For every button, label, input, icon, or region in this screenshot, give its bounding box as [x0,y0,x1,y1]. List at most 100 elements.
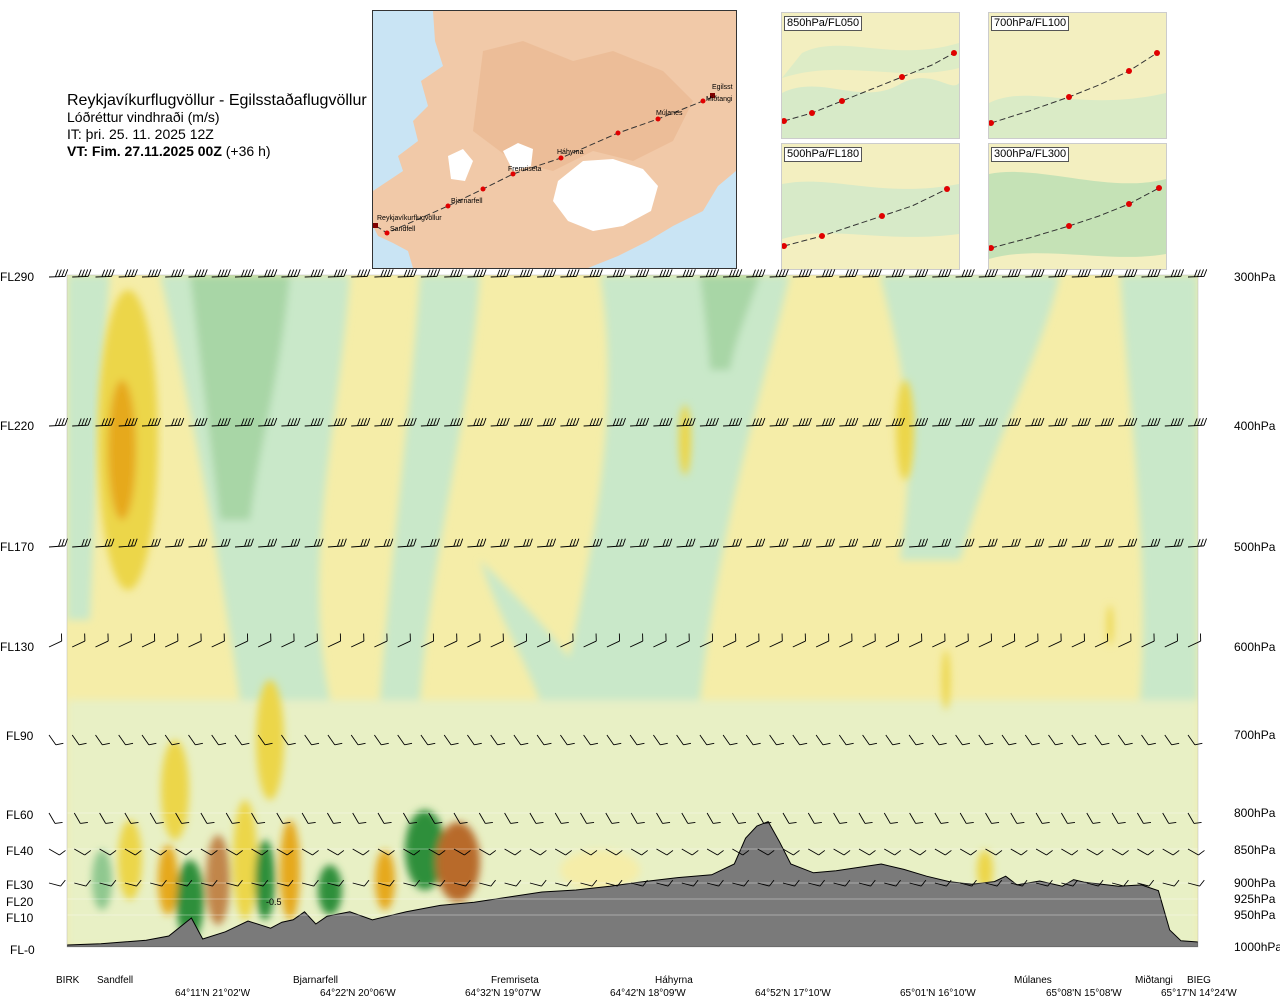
right-level-700: 700hPa [1234,728,1276,742]
inset-700-label: 700hPa/FL100 [991,16,1070,31]
wind-barb-fl40 [301,848,319,856]
wind-barb-fl290 [374,269,394,278]
wind-barb-fl30 [631,879,648,887]
wind-barb-fl290 [792,269,812,278]
wind-barb-fl90 [606,734,622,746]
cell-11 [118,820,142,900]
wind-barb-fl170 [420,538,440,548]
wind-barb-fl220 [630,417,650,427]
wind-barb-fl170 [862,538,882,548]
wind-barb-fl290 [118,269,138,278]
wind-barb-fl220 [234,417,255,427]
wind-barb-fl220 [1001,417,1022,427]
map-marker-bieg [710,93,715,98]
coord-1: 64°11'N 21°02'W [175,988,251,999]
wind-barb-fl40 [656,848,674,856]
wind-barb-fl130 [1025,633,1039,648]
wind-barb-fl130 [1048,633,1062,648]
wind-barb-fl130 [118,633,132,648]
wind-barb-fl170 [118,538,138,548]
inset-500: 500hPa/FL180 [781,143,960,270]
wind-barb-fl290 [420,269,441,278]
wind-barb-fl60 [352,812,367,824]
wind-barb-fl290 [1118,269,1138,278]
map-glacier-langjokull [448,149,473,181]
wind-barb-fl30 [884,879,901,887]
wind-barb-fl30 [1162,879,1180,887]
wind-barb-fl30 [327,879,345,887]
wind-barb-fl30 [555,879,572,887]
wind-barb-fl90 [1164,734,1180,746]
wind-barb-fl30 [1035,879,1053,887]
wind-barb-fl40 [1111,848,1129,856]
wind-barb-fl60 [1137,812,1152,824]
left-level-fl130: FL130 [0,640,35,654]
left-level-fl0: FL-0 [10,943,35,957]
wind-barb-fl170 [513,538,533,548]
wind-barb-fl130 [583,633,597,648]
wind-barb-fl220 [490,417,510,427]
right-level-800: 800hPa [1234,806,1276,820]
wind-barb-fl30 [757,879,775,887]
wind-barb-fl130 [234,633,249,648]
left-level-fl170: FL170 [0,540,35,554]
wind-barb-fl170 [1187,538,1207,548]
wind-barb-fl40 [479,848,497,856]
wind-barb-fl170 [327,538,347,548]
wind-barb-fl220 [467,417,487,427]
wind-barb-fl40 [200,848,218,856]
wind-barb-fl220 [165,417,185,427]
wind-barb-fl220 [1025,417,1045,427]
wind-barb-fl40 [1035,848,1053,856]
map-station-markers [384,98,706,236]
map-label-midtangi: Miðtangi [706,95,733,103]
low-level-cells [92,380,1113,940]
cell-1 [176,860,204,940]
wind-barb-fl170 [932,538,952,548]
wind-barb-fl220 [420,417,440,427]
wind-barb-fl130 [792,633,806,648]
wind-barb-fl130 [351,633,365,648]
wind-barb-fl30 [1061,879,1079,887]
wind-barb-fl30 [175,879,193,887]
wind-barb-fl220 [909,417,929,427]
wind-barb-fl290 [188,269,208,278]
wind-barb-fl90 [955,734,971,746]
cell-3 [206,835,230,925]
wind-barb-fl30 [1137,879,1155,887]
wind-barb-fl170 [909,538,928,548]
cell-18 [1107,605,1113,645]
right-level-400: 400hPa [1234,419,1276,433]
wind-barb-fl90 [885,734,901,746]
station-sandfell: Sandfell [97,975,134,986]
wind-barb-fl30 [226,879,243,887]
wind-barb-fl220 [1118,417,1138,427]
wind-barb-fl90 [304,734,320,746]
wind-barb-fl30 [732,879,750,887]
wind-barb-fl130 [397,633,411,648]
right-level-500: 500hPa [1234,540,1276,554]
wind-barb-fl220 [95,417,115,427]
valid-time-lead: (+36 h) [225,143,271,159]
wind-barb-fl30 [124,879,142,887]
wind-barb-fl60 [504,812,519,824]
map-marker-sandfell [384,230,390,236]
wind-barb-fl170 [1048,538,1068,548]
wind-barb-fl60 [985,812,1000,824]
right-level-600: 600hPa [1234,640,1276,654]
wind-barb-fl290 [1071,269,1091,278]
wind-barb-fl40 [1061,848,1079,856]
wind-barb-fl290 [560,269,580,278]
wind-barb-fl40 [453,848,471,856]
inset-300: 300hPa/FL300 [988,143,1167,270]
wind-barb-fl220 [397,417,417,427]
wind-barb-fl60 [630,812,645,824]
wind-barb-fl130 [281,633,295,648]
right-level-300: 300hPa [1234,270,1276,284]
map-label-sandfell: Sandfell [390,226,416,233]
map-marker-mulanes [655,116,661,122]
wind-barb-fl170 [1164,538,1184,548]
wind-barb-fl220 [537,417,557,427]
wind-barb-fl40 [99,848,117,856]
wind-barb-fl60 [428,812,443,824]
